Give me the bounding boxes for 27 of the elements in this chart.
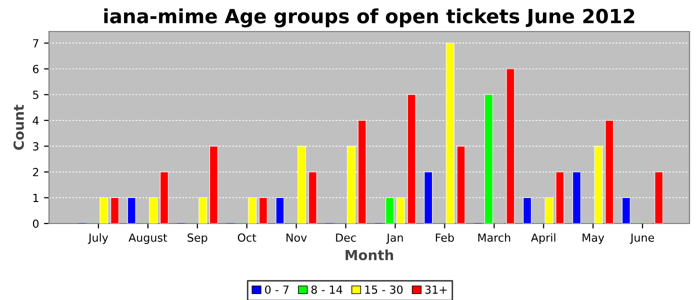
- y-tick-label: 7: [33, 39, 38, 48]
- x-tick-label: Sep: [188, 233, 208, 244]
- legend-label: 8 - 14: [311, 285, 342, 294]
- y-tick-label: 4: [32, 116, 39, 125]
- legend-label: 31+: [425, 285, 447, 294]
- x-tick-label: August: [128, 234, 168, 244]
- y-tick-label: 3: [33, 142, 38, 151]
- y-axis-title: Count: [13, 104, 24, 150]
- chart-title: iana-mime Age groups of open tickets June 2012: [104, 8, 634, 28]
- x-tick-label: March: [478, 233, 510, 242]
- legend-label: 15 - 30: [365, 285, 403, 294]
- y-tick-label: 2: [33, 168, 38, 176]
- x-tick-label: May: [582, 234, 604, 244]
- x-axis-title: Month: [346, 250, 394, 260]
- y-tick-label: 5: [33, 90, 38, 100]
- x-tick-label: Jan: [386, 234, 403, 244]
- x-tick-label: June: [630, 234, 654, 244]
- y-tick-label: 1: [33, 194, 38, 202]
- x-tick-label: Dec: [336, 234, 356, 242]
- x-tick-label: April: [530, 233, 556, 244]
- x-tick-label: July: [88, 233, 108, 244]
- y-tick-label: 6: [32, 64, 39, 74]
- y-tick-label: 0: [32, 219, 39, 228]
- x-tick-label: Oct: [238, 233, 256, 242]
- x-tick-label: Feb: [436, 233, 454, 242]
- x-tick-label: Nov: [286, 234, 307, 242]
- legend-label: 0 - 7: [265, 285, 289, 294]
